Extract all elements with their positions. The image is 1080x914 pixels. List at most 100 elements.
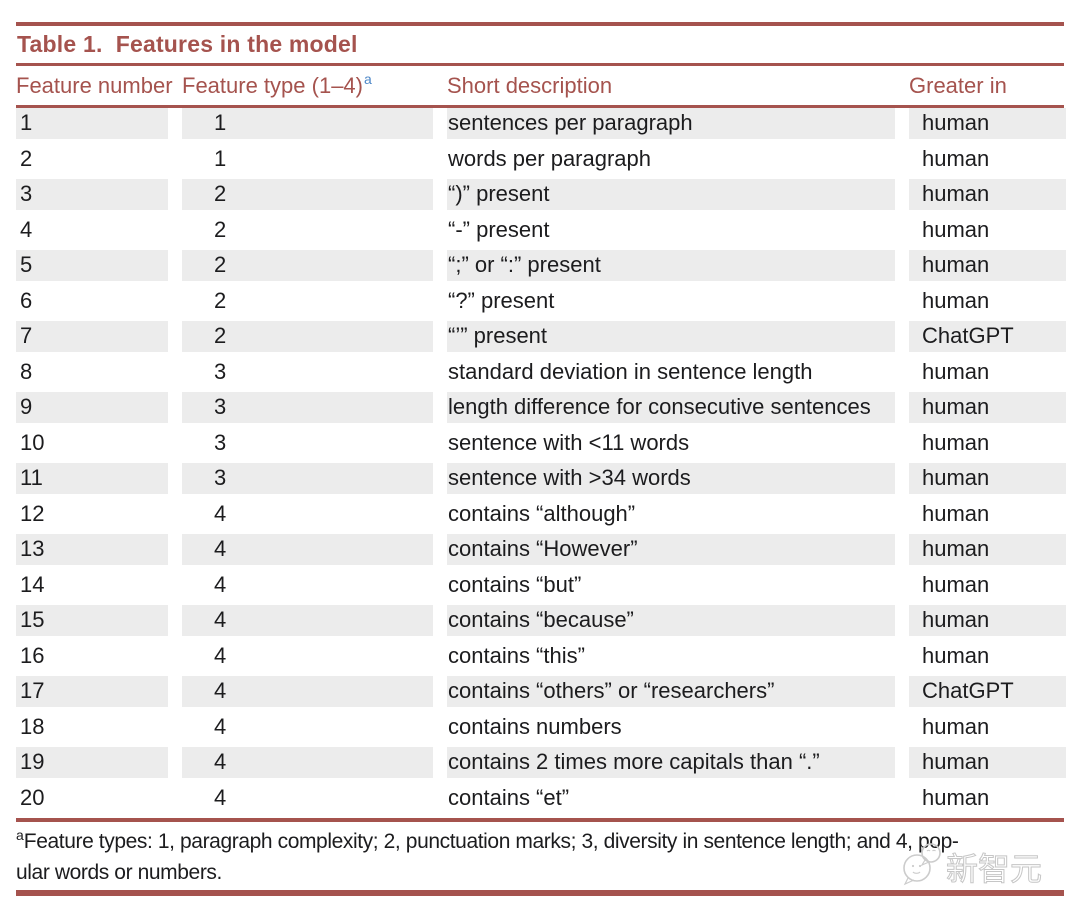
cell-description: contains “et” (448, 784, 570, 810)
cell-feature-number: 14 (20, 571, 45, 597)
table-row: 20 4 contains “et” human (16, 783, 1064, 819)
cell-greater-in: human (909, 108, 1066, 144)
cell-feature-number: 10 (20, 429, 45, 455)
column-header-label: Feature type (1–4) (182, 73, 363, 98)
table-row: 12 4 contains “although” human (16, 499, 1064, 535)
cell-feature-number: 15 (16, 605, 168, 641)
footnote-text: Feature types: 1, paragraph complexity; … (23, 830, 959, 853)
table-body: 1 1 sentences per paragraph human 2 1 words pe… (16, 108, 1066, 819)
cell-feature-number: 3 (16, 179, 168, 215)
cell-greater-in: human (909, 250, 1066, 286)
table-row: 17 4 contains “others” or “researchers” Cha… (16, 676, 1066, 712)
cell-greater-in: human (922, 500, 990, 526)
cell-description: sentences per paragraph (447, 108, 895, 144)
cell-feature-type: 1 (214, 145, 227, 171)
cell-feature-number: 5 (16, 250, 168, 286)
cell-description: “;” or “:” present (447, 250, 895, 286)
table-row: 7 2 “’” present ChatGPT (16, 321, 1066, 357)
cell-description: contains “but” (448, 571, 582, 597)
cell-greater-in: human (922, 287, 990, 313)
cell-description: “?” present (448, 287, 555, 313)
table-row: 11 3 sentence with >34 words human (16, 463, 1066, 499)
table-row: 15 4 contains “because” human (16, 605, 1066, 641)
cell-feature-number: 11 (16, 463, 168, 499)
cell-feature-type: 4 (214, 571, 227, 597)
footnote-line-1: aFeature types: 1, paragraph complexity;… (16, 827, 1068, 858)
cell-description: “)” present (447, 179, 895, 215)
table-row: 6 2 “?” present human (16, 286, 1064, 322)
cell-greater-in: human (909, 534, 1066, 570)
cell-feature-type: 3 (182, 463, 433, 499)
cell-feature-number: 2 (20, 145, 33, 171)
cell-greater-in: human (922, 642, 990, 668)
table-title: Table 1. Features in the model (17, 31, 358, 57)
bottom-rule (16, 890, 1064, 896)
cell-greater-in: human (909, 179, 1066, 215)
cell-description: contains “because” (447, 605, 895, 641)
cell-feature-number: 8 (20, 358, 33, 384)
cell-greater-in: human (909, 392, 1066, 428)
table-row: 2 1 words per paragraph human (16, 144, 1064, 180)
column-header-feature-type: Feature type (1–4)a (182, 71, 433, 105)
cell-greater-in: human (909, 463, 1066, 499)
cell-feature-number: 12 (20, 500, 45, 526)
top-rule (16, 22, 1064, 26)
cell-feature-number: 16 (20, 642, 45, 668)
cell-description: length difference for consecutive senten… (447, 392, 895, 428)
column-header-greater-in: Greater in (909, 73, 1066, 105)
table-header-row: Feature number Feature type (1–4)a Short… (16, 66, 1064, 105)
cell-greater-in: human (922, 571, 990, 597)
cell-greater-in: human (922, 713, 990, 739)
table-row: 19 4 contains 2 times more capitals than “… (16, 747, 1066, 783)
cell-greater-in: human (922, 784, 990, 810)
table-row: 4 2 “-” present human (16, 215, 1064, 251)
cell-feature-type: 2 (182, 179, 433, 215)
cell-feature-type: 4 (214, 642, 227, 668)
cell-description: contains numbers (448, 713, 622, 739)
cell-feature-type: 2 (214, 287, 227, 313)
cell-description: words per paragraph (448, 145, 652, 171)
title-divider-rule (16, 63, 1064, 66)
table-row: 3 2 “)” present human (16, 179, 1066, 215)
cell-feature-number: 1 (16, 108, 168, 144)
cell-feature-type: 1 (182, 108, 433, 144)
cell-description: contains “this” (448, 642, 585, 668)
cell-feature-number: 17 (16, 676, 168, 712)
cell-description: “-” present (448, 216, 550, 242)
footnote-marker-superscript: a (363, 71, 372, 87)
table-row: 14 4 contains “but” human (16, 570, 1064, 606)
cell-greater-in: human (922, 216, 990, 242)
column-header-label: Feature number (16, 73, 173, 98)
cell-greater-in: ChatGPT (909, 676, 1066, 712)
cell-description: “’” present (447, 321, 895, 357)
cell-description: sentence with <11 words (448, 429, 690, 455)
column-header-short-description: Short description (447, 73, 895, 105)
cell-feature-type: 4 (182, 676, 433, 712)
cell-feature-number: 6 (20, 287, 33, 313)
cell-feature-type: 4 (182, 605, 433, 641)
footnote-line-2: ular words or numbers. (16, 861, 222, 884)
cell-greater-in: human (922, 145, 990, 171)
cell-feature-number: 18 (20, 713, 45, 739)
cell-feature-type: 2 (214, 216, 227, 242)
cell-description: sentence with >34 words (447, 463, 895, 499)
table-row: 1 1 sentences per paragraph human (16, 108, 1066, 144)
cell-greater-in: human (909, 747, 1066, 783)
cell-feature-type: 3 (214, 358, 227, 384)
cell-feature-type: 4 (214, 784, 227, 810)
cell-description: contains “others” or “researchers” (447, 676, 895, 712)
table-row: 13 4 contains “However” human (16, 534, 1066, 570)
cell-feature-type: 3 (214, 429, 227, 455)
cell-feature-type: 4 (214, 713, 227, 739)
table-row: 8 3 standard deviation in sentence length h… (16, 357, 1064, 393)
cell-description: standard deviation in sentence length (448, 358, 813, 384)
table-row: 9 3 length difference for consecutive sent… (16, 392, 1066, 428)
cell-feature-type: 2 (182, 250, 433, 286)
cell-greater-in: human (922, 429, 990, 455)
table-row: 18 4 contains numbers human (16, 712, 1064, 748)
header-divider-rule (16, 105, 1064, 108)
cell-feature-type: 4 (214, 500, 227, 526)
table-row: 10 3 sentence with <11 words human (16, 428, 1064, 464)
body-bottom-rule (16, 818, 1064, 822)
